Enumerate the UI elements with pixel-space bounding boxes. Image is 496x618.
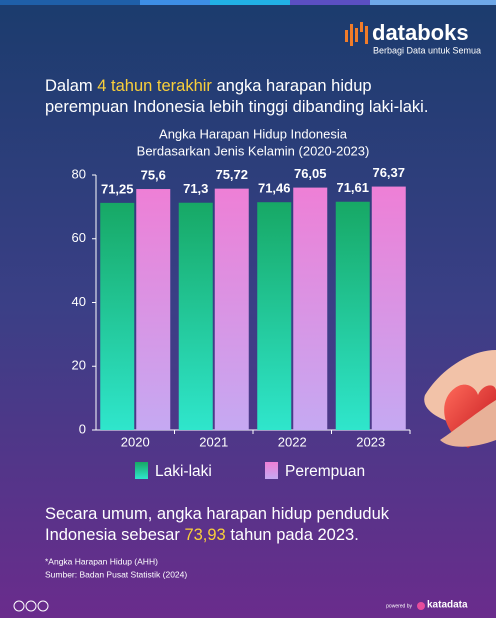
y-tick-label: 0 (79, 421, 86, 436)
y-tick-label: 80 (72, 166, 86, 181)
y-tick-label: 60 (72, 230, 86, 245)
bar (214, 188, 249, 430)
bar (371, 186, 406, 430)
value-label: 76,05 (294, 166, 327, 181)
brand-logo: databoks Berbagi Data untuk Semua (345, 20, 481, 55)
value-label: 75,72 (215, 167, 248, 182)
headline-text: angka harapan hidup (212, 77, 372, 95)
legend-label: Perempuan (285, 463, 365, 480)
chart-subtitle: Berdasarkan Jenis Kelamin (2020-2023) (137, 143, 370, 158)
headline-text: Dalam (45, 77, 97, 95)
bar (335, 201, 370, 430)
summary-highlight: 73,93 (184, 526, 225, 544)
bar (257, 202, 292, 430)
legend-label: Laki-laki (155, 463, 212, 480)
katadata-icon (417, 602, 425, 610)
bar (178, 202, 213, 430)
value-label: 71,61 (336, 180, 369, 195)
summary-text: Secara umum, angka harapan hidup pendudu… (45, 505, 390, 523)
katadata-logo: katadata (427, 600, 468, 611)
powered-by: powered by (386, 603, 412, 609)
headline-highlight: 4 tahun terakhir (97, 77, 212, 95)
license-icons (13, 600, 49, 612)
value-label: 71,3 (183, 181, 208, 196)
summary-text: Indonesia sebesar (45, 526, 184, 544)
note: *Angka Harapan Hidup (AHH) (45, 556, 158, 566)
x-tick-label: 2020 (121, 434, 150, 449)
value-label: 76,37 (372, 165, 405, 180)
value-label: 71,25 (101, 181, 134, 196)
brand-name: databoks (372, 20, 469, 45)
chart-title: Angka Harapan Hidup Indonesia (159, 126, 348, 141)
bar (100, 202, 135, 430)
x-tick-label: 2022 (278, 434, 307, 449)
summary-text: tahun pada 2023. (226, 526, 359, 544)
y-tick-label: 40 (72, 294, 86, 309)
legend-swatch (135, 462, 148, 479)
summary-line: Indonesia sebesar 73,93 tahun pada 2023. (45, 526, 359, 544)
headline-line: perempuan Indonesia lebih tinggi dibandi… (45, 98, 428, 116)
y-tick-label: 20 (72, 358, 86, 373)
value-label: 75,6 (141, 167, 166, 182)
x-tick-label: 2023 (356, 434, 385, 449)
value-label: 71,46 (258, 181, 291, 196)
heart-illustration (424, 350, 496, 448)
brand-tagline: Berbagi Data untuk Semua (373, 45, 481, 55)
headline-text: perempuan Indonesia lebih tinggi dibandi… (45, 98, 428, 116)
x-tick-label: 2021 (199, 434, 228, 449)
source: Sumber: Badan Pusat Statistik (2024) (45, 569, 187, 579)
bar (293, 187, 328, 430)
summary-line: Secara umum, angka harapan hidup pendudu… (45, 505, 390, 523)
chart: 0 20 40 60 80 2020 71,25 75,6 2021 71,3 75,72 2022 7… (72, 165, 411, 480)
top-strip (0, 0, 496, 5)
bar (136, 189, 171, 430)
headline-line: Dalam 4 tahun terakhir angka harapan hid… (45, 77, 372, 95)
legend-swatch (265, 462, 278, 479)
